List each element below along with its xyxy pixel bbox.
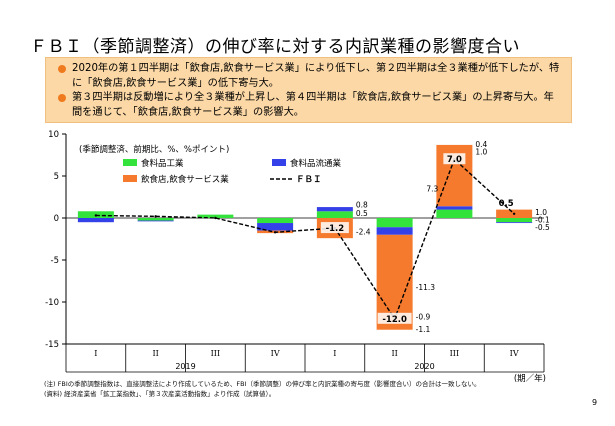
footnote-note: (注) FBIの季節調整指数は、直接調整法により作成しているため、FBI（季節調… — [44, 380, 481, 388]
x-tick-label: IV — [510, 349, 519, 358]
legend-swatch — [123, 159, 137, 166]
y-tick-label: 10 — [48, 130, 59, 140]
bar-segment — [197, 214, 234, 218]
x-tick-label: III — [211, 349, 220, 358]
legend-swatch — [123, 175, 137, 182]
series-value-label: -2.4 — [356, 227, 371, 236]
bar-segment — [436, 209, 473, 218]
bar-segment — [77, 218, 114, 223]
series-value-label: 0.5 — [356, 209, 368, 218]
summary-bullet-text: 2020年の第１四半期は「飲食店,飲食サービス業」により低下し、第２四半期は全３… — [72, 63, 560, 89]
fbi-point — [273, 231, 277, 234]
bar-segment — [137, 220, 174, 222]
fbi-point — [154, 215, 157, 218]
bar-segment — [137, 218, 174, 221]
bar-segment — [257, 223, 294, 231]
bar-segment — [436, 206, 473, 210]
fbi-value-label: -1.2 — [326, 224, 345, 234]
series-value-label: -1.1 — [416, 325, 431, 334]
footnote-source: (資料) 経済産業省「鉱工業指数」、「第３次産業活動指数」より作成（試算値）。 — [44, 390, 276, 398]
bar-segment — [496, 222, 533, 224]
x-tick-label: II — [152, 349, 158, 358]
bar-segment — [316, 207, 353, 212]
legend-label: 飲食店,飲食サービス業 — [141, 174, 229, 185]
y-tick-label: -15 — [45, 340, 59, 350]
x-tick-label: II — [391, 349, 397, 358]
fbi-value-label: -12.0 — [382, 315, 407, 325]
bar-segment — [257, 218, 294, 224]
summary-bullet: 2020年の第１四半期は「飲食店,飲食サービス業」により低下し、第２四半期は全３… — [58, 62, 563, 91]
fbi-label-bg — [443, 153, 466, 165]
legend-label: ＦＢＩ — [296, 174, 322, 185]
fbi-point — [94, 214, 98, 217]
bar-segment — [376, 227, 413, 235]
series-value-label: -0.9 — [416, 312, 431, 321]
series-value-label: -11.3 — [416, 283, 436, 292]
period-unit-label: (期／年) — [514, 373, 546, 384]
fbi-label-bg — [377, 312, 412, 324]
fbi-value-label: 0.5 — [499, 199, 514, 209]
fbi-label-bg — [320, 222, 349, 234]
bar-segment — [376, 218, 413, 228]
fbi-point — [214, 216, 217, 220]
y-tick-label: -5 — [51, 256, 59, 266]
bar-segment — [496, 218, 533, 223]
series-value-label: -0.1 — [535, 216, 550, 225]
x-tick-label: I — [333, 349, 336, 358]
series-value-label: 1.0 — [535, 208, 547, 217]
summary-box: 2020年の第１四半期は「飲食店,飲食サービス業」により低下し、第２四半期は全３… — [45, 57, 572, 123]
legend-label: 食料品流通業 — [290, 158, 342, 169]
x-tick-label: I — [94, 349, 97, 358]
series-value-label: 1.0 — [475, 148, 487, 157]
summary-bullet: 第３四半期は反動増により全３業種が上昇し、第４四半期は「飲食店,飲食サービス業」… — [58, 91, 563, 120]
x-tick-label: IV — [271, 349, 280, 358]
chart-note: (季節調整済、前期比、%、%ポイント) — [79, 144, 229, 155]
bullet-dot-icon — [58, 94, 66, 102]
series-value-label: 7.3 — [426, 185, 438, 194]
series-value-label: -0.5 — [535, 223, 550, 232]
page-number: 9 — [592, 398, 598, 407]
fbi-line — [95, 157, 515, 321]
summary-bullet-text: 第３四半期は反動増により全３業種が上昇し、第４四半期は「飲食店,飲食サービス業」… — [72, 92, 554, 118]
y-tick-label: 0 — [54, 214, 59, 224]
page-title: ＦＢＩ（季節調整済）の伸び率に対する内訳業種の影響度合い — [30, 37, 520, 57]
fbi-point — [512, 212, 516, 215]
x-tick-label: III — [450, 349, 459, 358]
y-tick-label: -10 — [45, 298, 59, 308]
y-tick-label: 5 — [54, 172, 59, 182]
series-value-label: 0.8 — [356, 201, 368, 210]
fbi-value-label: 7.0 — [447, 155, 462, 165]
bullet-dot-icon — [58, 65, 66, 73]
legend-label: 食料品工業 — [141, 158, 184, 169]
year-label: 2019 — [175, 362, 195, 371]
series-value-label: 0.4 — [475, 140, 487, 149]
legend-swatch — [272, 159, 286, 166]
year-label: 2020 — [414, 362, 434, 371]
bar-segment — [316, 211, 353, 218]
